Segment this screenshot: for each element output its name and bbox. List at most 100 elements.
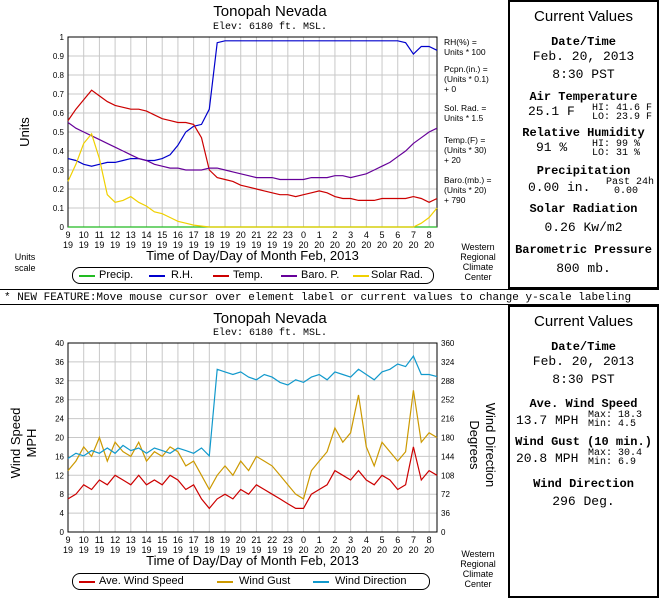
series-line-solar-rad <box>67 132 438 228</box>
bottom-time-value[interactable]: 8:30 PST <box>552 372 615 387</box>
legend-wind-gust[interactable]: Wind Gust <box>239 575 291 587</box>
y-right-tick-label: 144 <box>441 452 455 461</box>
x-tick-hour: 8 <box>427 535 432 545</box>
x-tick-hour: 3 <box>348 230 353 240</box>
legend-baro[interactable]: Baro. P. <box>301 269 340 281</box>
rh-lo: LO: 31 % <box>592 148 641 159</box>
top-time-value[interactable]: 8:30 PST <box>552 67 615 82</box>
x-tick-day: 19 <box>79 545 89 555</box>
baro-label[interactable]: Barometric Pressure <box>515 243 652 257</box>
precip-past24-label: Past 24h <box>606 177 655 188</box>
bottom-current-values-title: Current Values <box>534 313 633 330</box>
air-temp-value[interactable]: 25.1 F <box>528 104 575 119</box>
x-tick-hour: 19 <box>220 230 230 240</box>
precip-past24-value: 0.00 <box>614 186 639 197</box>
x-tick-hour: 4 <box>364 230 369 240</box>
top-date-value[interactable]: Feb. 20, 2013 <box>532 49 635 64</box>
x-tick-hour: 22 <box>267 535 277 545</box>
legend-swatch-rh <box>149 275 165 277</box>
wind-dir-value[interactable]: 296 Deg. <box>552 494 615 509</box>
x-tick-hour: 2 <box>332 230 337 240</box>
precip-row: 0.00 in. Past 24h 0.00 <box>510 177 657 197</box>
wind-gust-row: 20.8 MPH Max: 30.4 Min: 6.9 <box>510 449 657 468</box>
air-temp-hi: HI: 41.6 F <box>592 103 653 114</box>
rh-value[interactable]: 91 % <box>536 140 568 155</box>
rh-label[interactable]: Relative Humidity <box>522 126 645 140</box>
y-tick-label: 12 <box>55 471 64 480</box>
y-tick-label: 4 <box>60 509 65 518</box>
x-tick-day: 19 <box>204 240 214 250</box>
x-tick-day: 20 <box>424 545 434 555</box>
air-temp-label[interactable]: Air Temperature <box>529 90 638 104</box>
wrcc-line: Climate <box>462 569 494 579</box>
legend-solar[interactable]: Solar Rad. <box>371 269 423 281</box>
bottom-date-value[interactable]: Feb. 20, 2013 <box>532 354 635 369</box>
wrcc-line: Regional <box>460 559 496 569</box>
x-tick-hour: 22 <box>267 230 277 240</box>
wind-speed-label[interactable]: Ave. Wind Speed <box>529 397 638 411</box>
x-tick-hour: 7 <box>411 230 416 240</box>
top-legend: Precip. R.H. Temp. Baro. P. Solar Rad. <box>72 267 434 284</box>
precip-value[interactable]: 0.00 in. <box>528 180 591 195</box>
bottom-legend: Ave. Wind Speed Wind Gust Wind Direction <box>72 573 430 590</box>
baro-value[interactable]: 800 mb. <box>556 261 611 276</box>
x-tick-day: 19 <box>220 240 230 250</box>
x-tick-hour: 6 <box>395 535 400 545</box>
wind-gust-value[interactable]: 20.8 MPH <box>516 451 579 466</box>
solar-label[interactable]: Solar Radiation <box>529 202 638 216</box>
scale-conversion-label: + 790 <box>444 195 466 205</box>
y-tick-label: 0.9 <box>53 52 65 61</box>
y-tick-label: 16 <box>55 452 64 461</box>
y-tick-label: 1 <box>60 33 65 42</box>
x-tick-day: 19 <box>94 545 104 555</box>
bottom-chart-title: Tonopah Nevada <box>213 310 327 327</box>
x-tick-hour: 10 <box>79 230 89 240</box>
legend-swatch-wind-dir <box>313 581 329 583</box>
series-line-ave-wind-speed <box>67 446 438 510</box>
y-tick-label: 0 <box>60 528 65 537</box>
wind-speed-value[interactable]: 13.7 MPH <box>516 413 579 428</box>
x-tick-hour: 9 <box>65 230 70 240</box>
legend-precip[interactable]: Precip. <box>99 269 134 281</box>
wind-gust-min: Min: 6.9 <box>588 457 637 468</box>
bottom-chart: 0481216202428323640036721081441802162522… <box>8 339 498 568</box>
top-chart: 00.10.20.30.40.50.60.70.80.9191910191119… <box>17 33 492 263</box>
x-tick-day: 19 <box>142 545 152 555</box>
y-tick-label: 40 <box>55 339 64 348</box>
x-tick-day: 19 <box>110 545 120 555</box>
bottom-current-values-panel: Current Values Date/Time Feb. 20, 2013 8… <box>508 305 659 598</box>
wind-gust-label[interactable]: Wind Gust (10 min.) <box>515 435 652 449</box>
x-tick-day: 20 <box>393 240 403 250</box>
legend-wind-dir[interactable]: Wind Direction <box>335 575 407 587</box>
x-tick-hour: 16 <box>173 535 183 545</box>
wrcc-line: Western <box>461 242 495 252</box>
legend-temp[interactable]: Temp. <box>233 269 263 281</box>
bottom-wrcc-label: Western Regional Climate Center <box>456 549 500 589</box>
rh-hi: HI: 99 % <box>592 139 641 150</box>
x-tick-day: 19 <box>251 545 261 555</box>
legend-swatch-baro <box>281 275 297 277</box>
x-tick-day: 20 <box>361 545 371 555</box>
top-wrcc-label: Western Regional Climate Center <box>456 242 500 282</box>
y-tick-label: 0.7 <box>53 90 65 99</box>
x-tick-day: 19 <box>142 240 152 250</box>
legend-wind-speed[interactable]: Ave. Wind Speed <box>99 575 184 587</box>
x-tick-hour: 17 <box>189 230 199 240</box>
x-tick-day: 20 <box>314 240 324 250</box>
legend-rh[interactable]: R.H. <box>171 269 193 281</box>
x-tick-day: 20 <box>361 240 371 250</box>
y-right-tick-label: 0 <box>441 528 446 537</box>
y-right-tick-label: 36 <box>441 509 450 518</box>
air-temp-lo: LO: 23.9 F <box>592 112 653 123</box>
y-tick-label: 0 <box>60 223 65 232</box>
precip-label[interactable]: Precipitation <box>536 164 631 178</box>
wind-dir-label[interactable]: Wind Direction <box>533 477 634 491</box>
legend-swatch-wind-speed <box>79 581 95 583</box>
x-tick-hour: 13 <box>126 535 136 545</box>
solar-value[interactable]: 0.26 Kw/m2 <box>544 220 623 235</box>
wind-speed-row: 13.7 MPH Max: 18.3 Min: 4.5 <box>510 411 657 430</box>
bottom-date-label: Date/Time <box>551 340 616 354</box>
x-tick-hour: 12 <box>110 535 120 545</box>
x-tick-day: 19 <box>157 240 167 250</box>
x-tick-hour: 11 <box>95 230 104 240</box>
